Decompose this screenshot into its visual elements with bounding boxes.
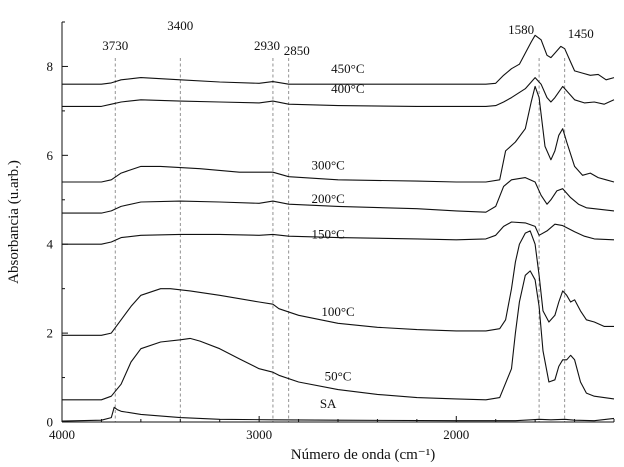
y-tick-label: 2 [47,326,54,341]
series-label-400C: 400°C [331,81,364,96]
series-label-150C: 150°C [311,226,344,241]
reference-label-1580: 1580 [508,22,534,37]
y-tick-label: 6 [47,148,54,163]
y-axis-ticks: 0 2 4 6 8 [47,21,68,430]
series-label-200C: 200°C [311,191,344,206]
series-label-100C: 100°C [321,304,354,319]
reference-label-3730: 3730 [102,38,128,53]
reference-label-1450: 1450 [568,26,594,41]
y-tick-label: 4 [47,237,54,252]
series-label-50C: 50°C [325,369,352,384]
series-line-50C [62,270,615,401]
x-tick-label: 2000 [443,427,469,442]
series-line-200C [62,177,615,214]
x-axis-ticks: 4000 3000 2000 [49,416,615,442]
series-line-SA [61,406,615,422]
y-axis-title: Absorbancia (u.arb.) [6,160,22,284]
series-labels: SA 50°C 100°C 150°C 200°C 300°C 400°C 450°C [311,61,364,411]
reference-labels: 3730 3400 2930 2850 1580 1450 [102,18,593,58]
series-line-450C [62,34,615,85]
reference-label-3400: 3400 [167,18,193,33]
reference-lines [114,58,566,422]
series-line-400C [62,77,615,107]
x-tick-label: 4000 [49,427,75,442]
series-line-300C [62,85,615,183]
reference-label-2930: 2930 [254,38,280,53]
y-tick-label: 0 [47,415,54,430]
reference-label-2850: 2850 [284,43,310,58]
series-label-SA: SA [320,396,337,411]
y-tick-label: 8 [47,59,54,74]
series-label-300C: 300°C [311,158,344,173]
x-axis-title: Número de onda (cm⁻¹) [291,447,435,463]
series-line-100C [62,230,614,336]
spectra-series [61,34,615,422]
series-label-450C: 450°C [331,61,364,76]
series-line-150C [62,221,615,245]
x-tick-label: 3000 [246,427,272,442]
